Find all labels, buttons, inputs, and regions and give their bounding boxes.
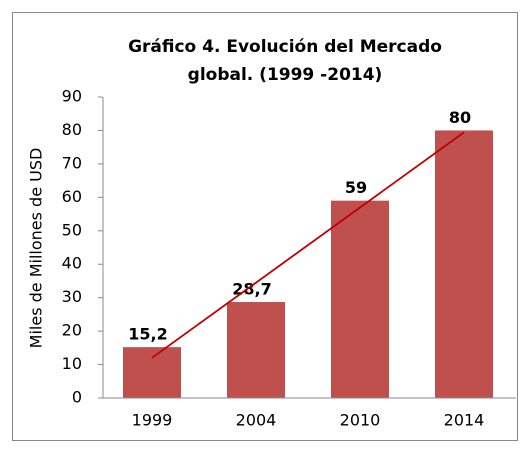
y-tick-label: 30: [62, 287, 82, 306]
y-axis-label: Miles de Millones de USD: [27, 148, 46, 349]
y-tick-label: 0: [72, 388, 82, 407]
bar: [227, 302, 285, 398]
x-tick-label: 2014: [444, 411, 485, 430]
y-tick-label: 10: [62, 354, 82, 373]
y-tick-label: 50: [62, 220, 82, 239]
value-label: 59: [345, 178, 367, 197]
y-tick-label: 80: [62, 120, 82, 139]
y-tick-label: 90: [62, 87, 82, 106]
y-tick-label: 60: [62, 187, 82, 206]
chart-title: Gráfico 4. Evolución del Mercado: [128, 37, 442, 57]
value-label: 15,2: [128, 325, 167, 344]
y-tick-label: 40: [62, 254, 82, 273]
bar: [331, 200, 389, 398]
y-tick-label: 70: [62, 153, 82, 172]
bar: [123, 347, 181, 398]
x-tick-label: 2010: [340, 411, 381, 430]
x-tick-label: 2004: [236, 411, 277, 430]
y-tick-label: 20: [62, 321, 82, 340]
trendline: [151, 131, 465, 359]
chart-title: global. (1999 -2014): [188, 65, 383, 85]
value-label: 80: [449, 108, 471, 127]
bar: [435, 130, 493, 398]
x-tick-label: 1999: [132, 411, 173, 430]
